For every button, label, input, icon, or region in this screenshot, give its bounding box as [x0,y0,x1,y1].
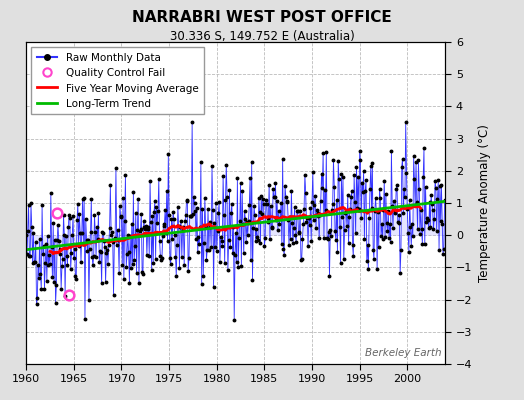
Legend: Raw Monthly Data, Quality Control Fail, Five Year Moving Average, Long-Term Tren: Raw Monthly Data, Quality Control Fail, … [31,47,204,114]
Text: Berkeley Earth: Berkeley Earth [365,348,441,358]
Text: NARRABRI WEST POST OFFICE: NARRABRI WEST POST OFFICE [132,10,392,25]
Text: 30.336 S, 149.752 E (Australia): 30.336 S, 149.752 E (Australia) [170,30,354,43]
Y-axis label: Temperature Anomaly (°C): Temperature Anomaly (°C) [478,124,491,282]
